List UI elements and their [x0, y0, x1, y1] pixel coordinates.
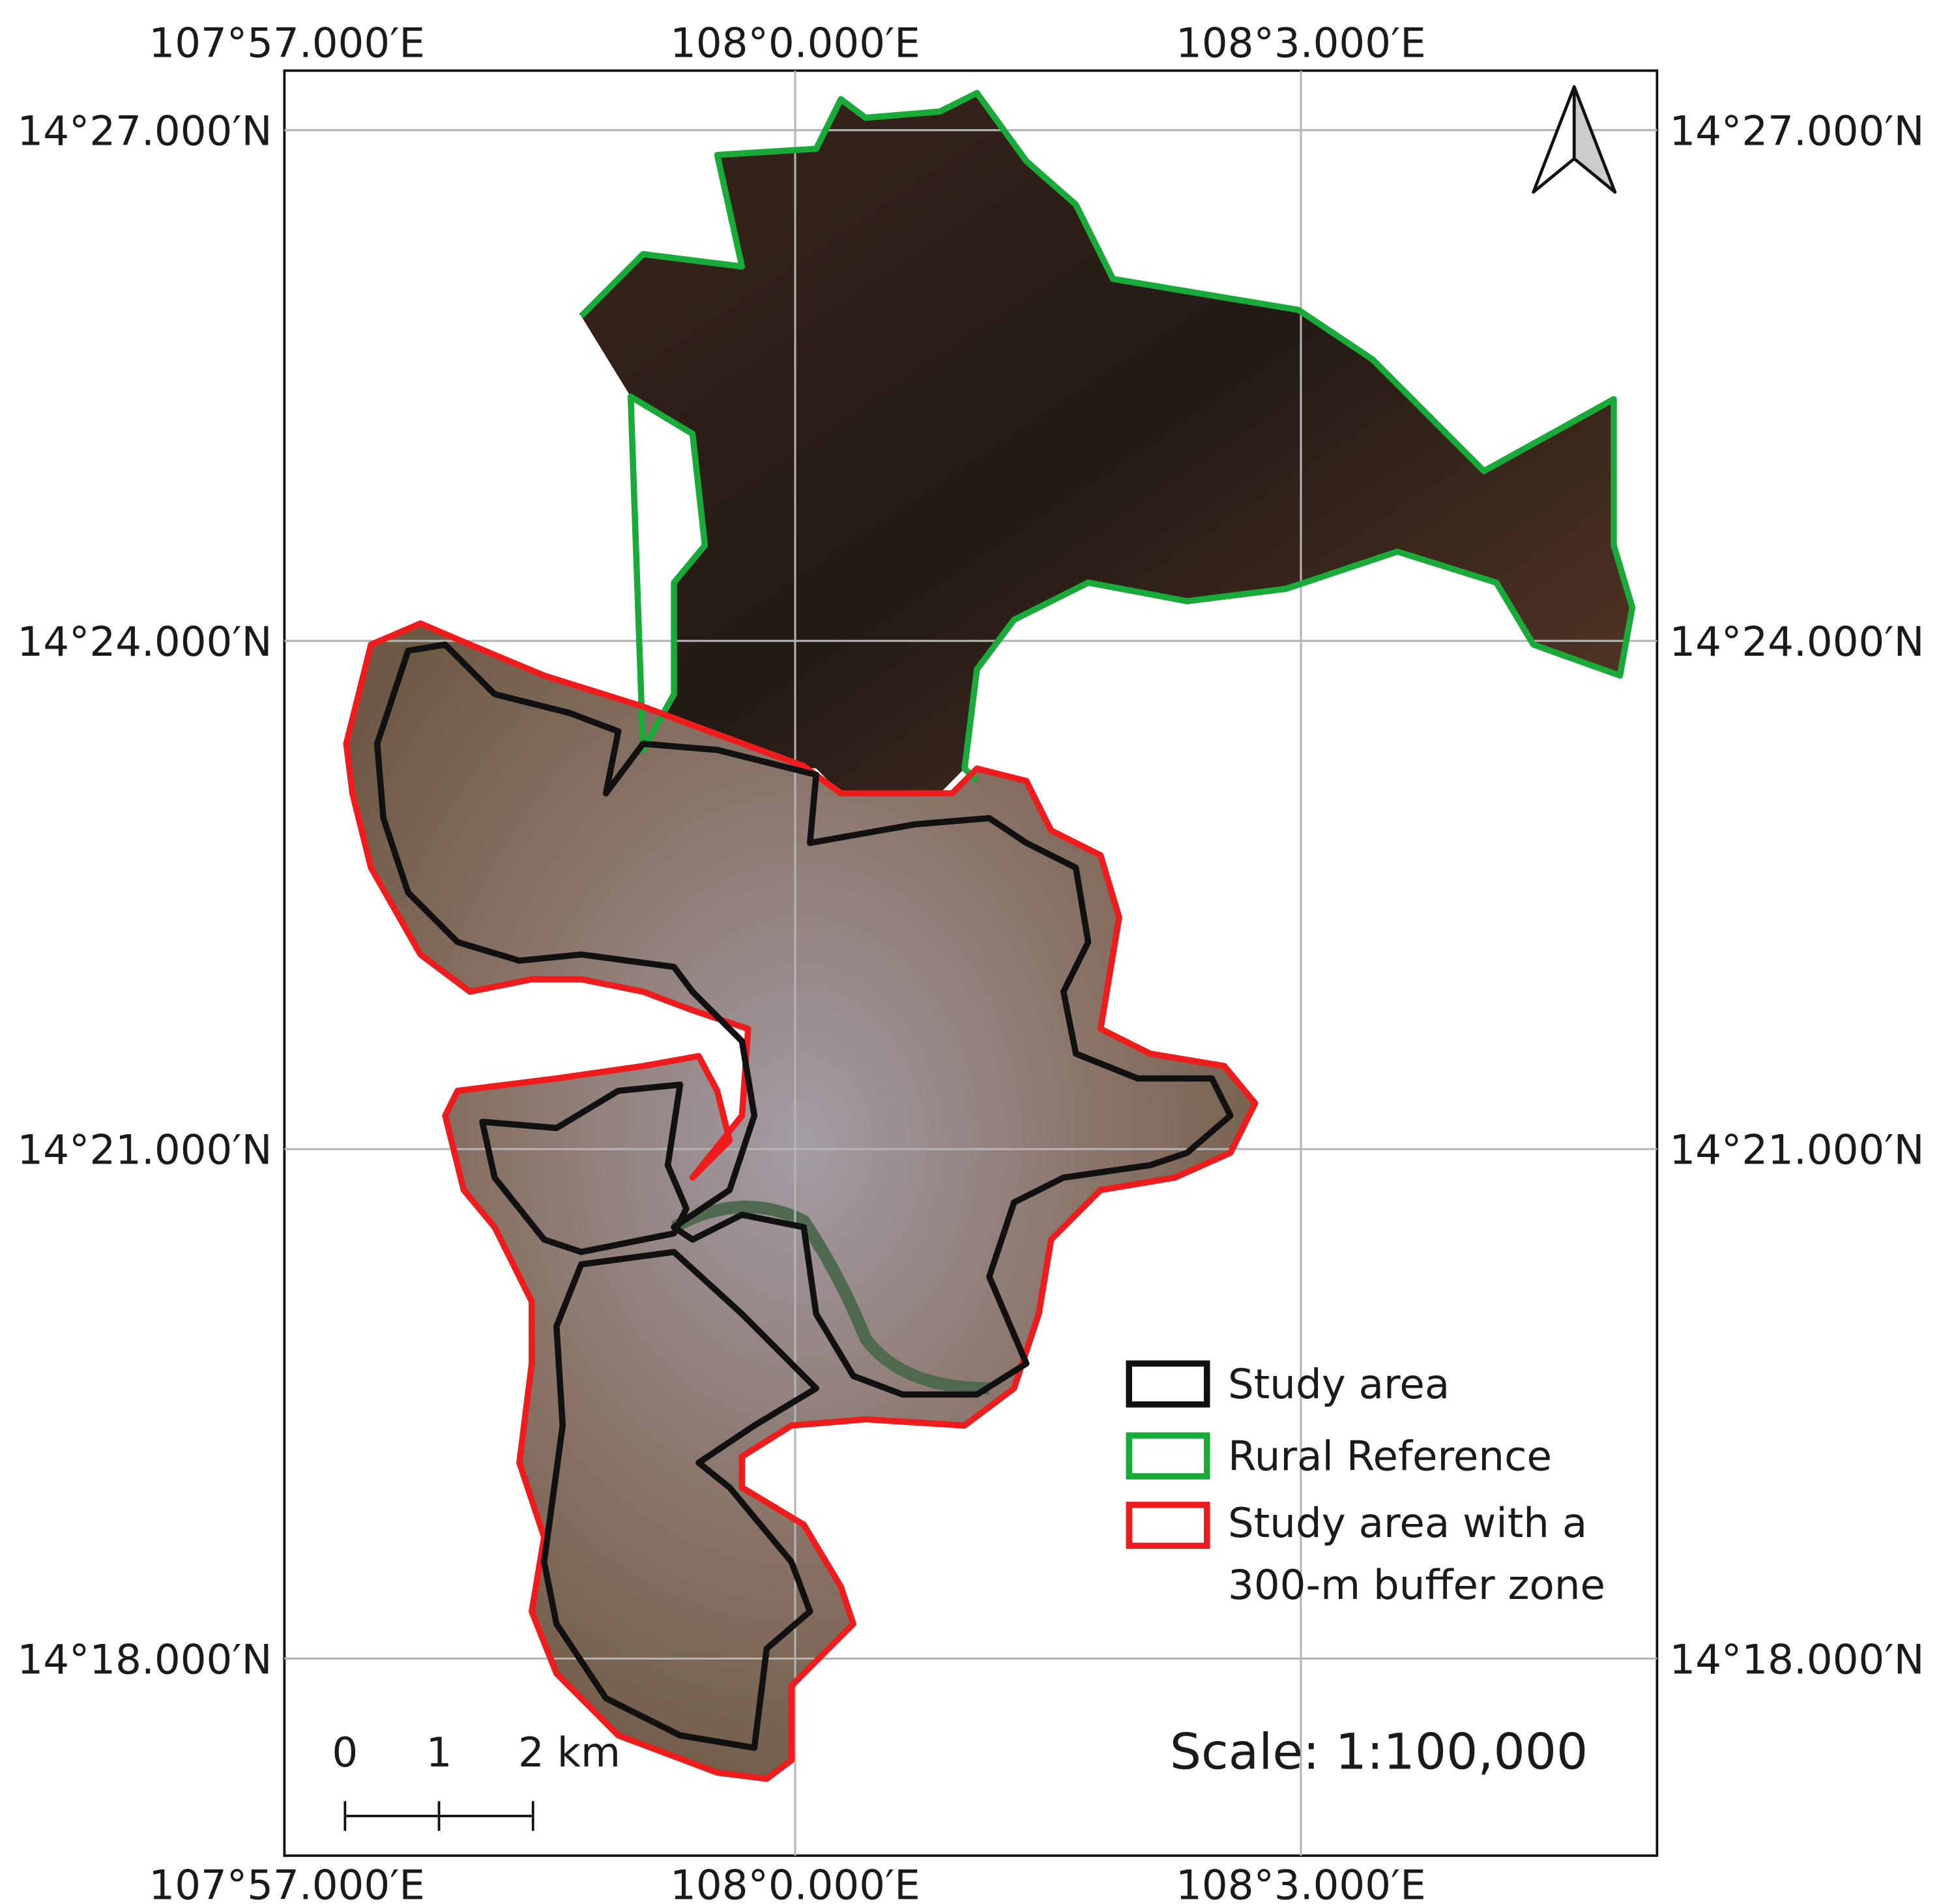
rural-imagery — [581, 93, 1633, 794]
longitude-label: 108°0.000′E — [670, 1861, 920, 1904]
latitude-label: 14°21.000′N — [17, 1126, 272, 1174]
longitude-label: 108°3.000′E — [1176, 19, 1426, 66]
latitude-label: 14°27.000′N — [17, 107, 272, 154]
scale-bar-label: 1 — [426, 1729, 452, 1776]
legend-label: 300-m buffer zone — [1228, 1561, 1605, 1609]
latitude-label: 14°24.000′N — [1669, 618, 1924, 666]
legend-swatch — [1126, 1360, 1210, 1408]
graticule — [284, 70, 1657, 1856]
scale-bar: 0 1 2 km — [332, 1729, 620, 1831]
scale-bar-label: 0 — [332, 1729, 358, 1776]
legend-label: Study area with a — [1228, 1499, 1587, 1547]
latitude-label: 14°18.000′N — [1669, 1635, 1924, 1683]
longitude-label: 107°57.000′E — [149, 19, 425, 66]
legend-label: Rural Reference — [1228, 1432, 1552, 1480]
legend-swatch — [1126, 1432, 1210, 1480]
longitude-label: 108°3.000′E — [1176, 1861, 1426, 1904]
scale-bar-label: 2 km — [518, 1729, 620, 1776]
north-arrow — [1532, 85, 1617, 194]
legend-label: Study area — [1228, 1360, 1450, 1408]
river — [671, 1201, 989, 1395]
scale-text: Scale: 1:100,000 — [1170, 1723, 1588, 1781]
buffer-boundary — [343, 620, 1259, 1782]
study-area-boundary — [373, 641, 1234, 1751]
longitude-label: 107°57.000′E — [149, 1861, 425, 1904]
legend-swatch — [1126, 1501, 1210, 1549]
latitude-label: 14°18.000′N — [17, 1635, 272, 1683]
legend: Study area Rural Reference Study area wi… — [1126, 1360, 1605, 1609]
latitude-label: 14°21.000′N — [1669, 1126, 1924, 1174]
rural-reference-boundary — [579, 89, 1636, 784]
latitude-label: 14°24.000′N — [17, 618, 272, 666]
urban-imagery — [346, 623, 1255, 1779]
latitude-label: 14°27.000′N — [1669, 107, 1924, 154]
longitude-label: 108°0.000′E — [670, 19, 920, 66]
